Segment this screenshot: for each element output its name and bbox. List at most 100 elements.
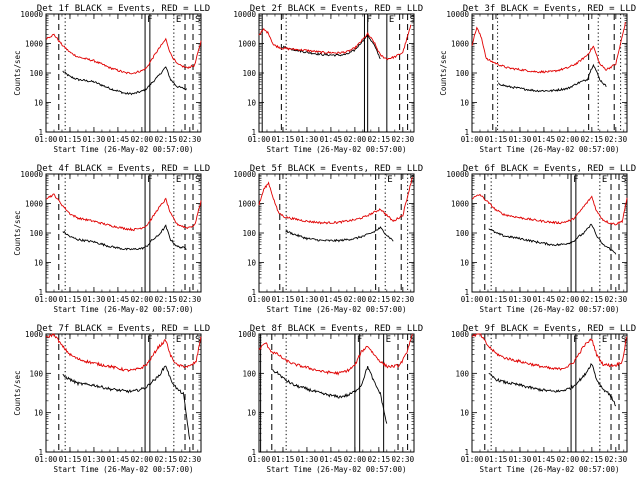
x-tick-label: 01:15 bbox=[59, 455, 82, 464]
panel-det-3f: Det 3f BLACK = Events, RED = LLD 1 10 100 10… bbox=[439, 4, 636, 154]
y-tick-label: 1 bbox=[251, 288, 256, 297]
y-tick-label: 100 bbox=[29, 229, 43, 238]
x-tick-label: 01:00 bbox=[461, 455, 484, 464]
panel-det-8f: Det 8f BLACK = Events, RED = LLD 1 10 100 10… bbox=[238, 324, 423, 474]
y-tick-label: 10 bbox=[34, 99, 44, 108]
x-tick-label: 01:15 bbox=[272, 295, 295, 304]
x-tick-label: 02:30 bbox=[605, 455, 628, 464]
x-tick-label: 02:30 bbox=[179, 295, 202, 304]
panel-det-2f: Det 2f BLACK = Events, RED = LLD 1 10 100 10… bbox=[233, 4, 423, 154]
panel-det-6f: Det 6f BLACK = Events, RED = LLD 1 10 100 10… bbox=[446, 164, 636, 314]
y-tick-label: 1000 bbox=[451, 330, 470, 339]
y-tick-label: 1 bbox=[251, 448, 256, 457]
y-tick-label: 1 bbox=[464, 128, 469, 137]
plot-frame bbox=[258, 333, 415, 453]
chart-title: Det 9f BLACK = Events, RED = LLD bbox=[463, 324, 636, 334]
y-tick-label: 1 bbox=[464, 288, 469, 297]
x-tick-label: 02:30 bbox=[392, 295, 415, 304]
marker-label: E bbox=[602, 335, 607, 345]
x-tick-label: 01:00 bbox=[248, 295, 271, 304]
x-axis-label: Start Time (26-May-02 00:57:00) bbox=[480, 145, 620, 154]
x-tick-label: 02:15 bbox=[368, 455, 391, 464]
x-tick-label: 02:00 bbox=[344, 455, 367, 464]
panel-det-4f: Det 4f BLACK = Events, RED = LLD 1 10 100 10… bbox=[13, 164, 210, 314]
x-tick-label: 01:45 bbox=[533, 295, 556, 304]
x-tick-label: 02:00 bbox=[344, 295, 367, 304]
y-tick-label: 10000 bbox=[233, 10, 256, 19]
x-tick-label: 02:30 bbox=[605, 295, 628, 304]
y-tick-label: 1 bbox=[251, 128, 256, 137]
x-axis-label: Start Time (26-May-02 00:57:00) bbox=[267, 145, 407, 154]
x-tick-label: 01:15 bbox=[485, 295, 508, 304]
plot-frame bbox=[258, 13, 415, 133]
y-tick-label: 10 bbox=[247, 259, 257, 268]
y-tick-label: 10 bbox=[460, 259, 470, 268]
x-axis-label: Start Time (26-May-02 00:57:00) bbox=[480, 465, 620, 474]
marker-label: E bbox=[176, 175, 181, 185]
plot-frame bbox=[258, 173, 415, 293]
series-events-line bbox=[488, 223, 617, 255]
x-tick-label: 01:45 bbox=[533, 455, 556, 464]
x-tick-label: 02:00 bbox=[131, 135, 154, 144]
x-tick-label: 02:15 bbox=[155, 295, 178, 304]
marker-label: E bbox=[386, 335, 391, 345]
series-events-line bbox=[62, 365, 191, 440]
x-axis-label: Start Time (26-May-02 00:57:00) bbox=[54, 305, 194, 314]
x-tick-label: 01:30 bbox=[296, 135, 319, 144]
x-tick-label: 02:15 bbox=[155, 455, 178, 464]
x-tick-label: 01:30 bbox=[509, 135, 532, 144]
x-tick-label: 02:15 bbox=[368, 295, 391, 304]
marker-label: E bbox=[602, 175, 607, 185]
marker-label: E bbox=[389, 15, 394, 25]
chart-title: Det 5f BLACK = Events, RED = LLD bbox=[250, 164, 423, 174]
x-tick-label: 01:15 bbox=[272, 135, 295, 144]
y-tick-label: 100 bbox=[455, 369, 469, 378]
x-tick-label: 01:00 bbox=[35, 295, 58, 304]
y-tick-label: 100 bbox=[455, 229, 469, 238]
x-tick-label: 02:00 bbox=[131, 295, 154, 304]
chart-title: Det 1f BLACK = Events, RED = LLD bbox=[37, 4, 210, 14]
y-tick-label: 100 bbox=[29, 369, 43, 378]
plot-frame bbox=[471, 173, 628, 293]
x-axis-label: Start Time (26-May-02 00:57:00) bbox=[54, 465, 194, 474]
plot-frame bbox=[471, 13, 628, 133]
x-tick-label: 02:30 bbox=[179, 135, 202, 144]
x-tick-label: 01:45 bbox=[320, 455, 343, 464]
marker-label: F bbox=[366, 15, 371, 25]
series-lld-line bbox=[258, 24, 412, 61]
x-tick-label: 02:30 bbox=[392, 135, 415, 144]
x-axis-label: Start Time (26-May-02 00:57:00) bbox=[54, 145, 194, 154]
chart-title: Det 7f BLACK = Events, RED = LLD bbox=[37, 324, 210, 334]
x-axis-label: Start Time (26-May-02 00:57:00) bbox=[480, 305, 620, 314]
x-tick-label: 02:15 bbox=[581, 455, 604, 464]
plot-frame bbox=[45, 173, 202, 293]
y-tick-label: 10 bbox=[247, 99, 257, 108]
panel-det-5f: Det 5f BLACK = Events, RED = LLD 1 10 100 10… bbox=[233, 164, 423, 314]
x-tick-label: 01:15 bbox=[272, 455, 295, 464]
y-axis-label: Counts/sec bbox=[13, 370, 22, 415]
x-tick-label: 02:00 bbox=[557, 295, 580, 304]
x-tick-label: 01:00 bbox=[461, 135, 484, 144]
x-tick-label: 02:15 bbox=[155, 135, 178, 144]
x-tick-label: 02:15 bbox=[368, 135, 391, 144]
y-axis-label: Counts/sec bbox=[13, 50, 22, 95]
y-tick-label: 10000 bbox=[20, 170, 43, 179]
x-tick-label: 02:15 bbox=[581, 295, 604, 304]
y-tick-label: 1000 bbox=[25, 40, 44, 49]
x-tick-label: 01:30 bbox=[296, 455, 319, 464]
x-tick-label: 01:30 bbox=[509, 455, 532, 464]
y-tick-label: 1 bbox=[38, 448, 43, 457]
x-tick-label: 01:00 bbox=[35, 135, 58, 144]
x-tick-label: 01:30 bbox=[296, 295, 319, 304]
marker-label: S bbox=[195, 15, 200, 25]
series-lld-line bbox=[471, 333, 628, 371]
x-tick-label: 01:00 bbox=[35, 455, 58, 464]
series-events-line bbox=[285, 226, 394, 243]
x-tick-label: 02:30 bbox=[605, 135, 628, 144]
y-tick-label: 100 bbox=[242, 229, 256, 238]
y-tick-label: 100 bbox=[455, 69, 469, 78]
y-tick-label: 10 bbox=[34, 409, 44, 418]
y-tick-label: 10 bbox=[460, 409, 470, 418]
y-tick-label: 100 bbox=[29, 69, 43, 78]
